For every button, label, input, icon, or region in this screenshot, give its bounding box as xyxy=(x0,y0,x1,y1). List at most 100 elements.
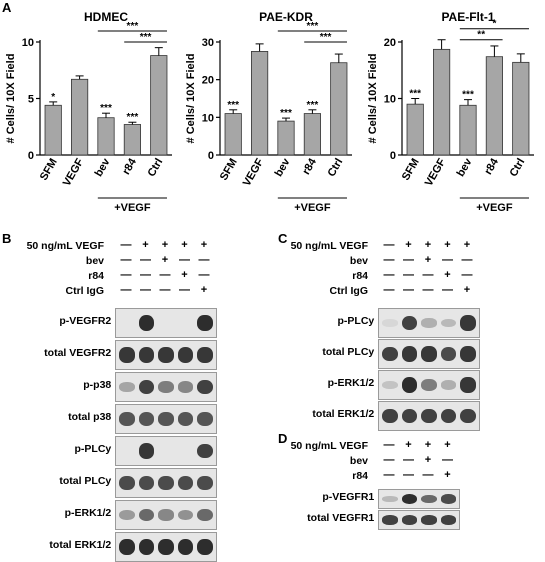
condition-label-r84: r84 xyxy=(352,470,368,482)
condition-symbol: — xyxy=(383,254,395,266)
blot-band xyxy=(421,494,437,504)
blot-band xyxy=(138,475,155,491)
condition-label-bev: bev xyxy=(349,455,368,467)
blot-band xyxy=(421,379,437,391)
western-blot-panel-c: 50 ng/mL VEGF — + + + + bev — — + — — r84 — — — + — Ctrl I… xyxy=(276,239,545,431)
western-blot-panel-d: 50 ng/mL VEGF — + + + bev — — + — r84 — — — + p-VEGFR1 t… xyxy=(276,439,545,540)
blot-band xyxy=(177,509,194,521)
blot-band xyxy=(119,539,135,555)
condition-symbol: + xyxy=(424,254,432,266)
chart-title: PAE-Flt-1 xyxy=(441,10,494,24)
y-tick-label: 0 xyxy=(390,150,396,162)
blot-band xyxy=(158,412,174,426)
bracket-label: *** xyxy=(140,32,152,43)
blot-band xyxy=(421,408,437,424)
blot-band xyxy=(197,443,213,459)
blot-band xyxy=(421,346,437,362)
blot-row-label-p-vegfr1: p-VEGFR1 xyxy=(322,491,375,503)
condition-symbol: — xyxy=(403,284,414,296)
category-label-vegf: VEGF xyxy=(241,156,267,188)
condition-label-r84: r84 xyxy=(352,270,368,282)
condition-symbol: — xyxy=(403,469,414,481)
category-label-sfm: SFM xyxy=(400,157,422,183)
blot-band xyxy=(401,315,418,331)
y-tick-label: 10 xyxy=(22,37,34,49)
condition-symbol: + xyxy=(200,239,208,251)
blot-band xyxy=(197,475,213,491)
condition-symbol: — xyxy=(383,439,395,451)
blot-band xyxy=(460,377,476,393)
blot-row-label-total-erk1-2: total ERK1/2 xyxy=(49,539,112,551)
condition-label-50-ng-ml-vegf: 50 ng/mL VEGF xyxy=(290,440,368,452)
condition-symbol: — xyxy=(422,284,434,296)
condition-symbol: + xyxy=(444,439,451,451)
blot-row-label-total-plcy: total PLCy xyxy=(59,475,112,487)
blot-strip-p-vegfr1 xyxy=(378,489,461,509)
bar-ctrl xyxy=(150,55,168,156)
blot-band xyxy=(401,408,418,424)
bar-r84 xyxy=(123,124,141,156)
condition-symbol: — xyxy=(120,254,132,266)
chart-title: PAE-KDR xyxy=(259,10,313,24)
blot-row-label-p-p38: p-p38 xyxy=(83,379,112,391)
blot-strip-total-p38 xyxy=(115,404,217,434)
group-label: +VEGF xyxy=(476,202,513,214)
blot-band xyxy=(460,315,476,331)
blot-band xyxy=(197,315,213,331)
blot-row-label-p-plcy: p-PLCy xyxy=(74,443,112,455)
bar-ctrl xyxy=(330,62,348,156)
condition-symbol: + xyxy=(463,239,471,251)
blot-strip-total-plcy xyxy=(378,339,480,369)
condition-label-ctrl-igg: Ctrl IgG xyxy=(65,285,105,297)
condition-label-r84: r84 xyxy=(88,270,104,282)
blot-band xyxy=(401,493,418,505)
condition-symbol: + xyxy=(161,254,169,266)
group-label: +VEGF xyxy=(114,202,151,214)
condition-symbol: — xyxy=(140,269,151,281)
condition-symbol: + xyxy=(200,284,208,296)
condition-symbol: + xyxy=(142,239,149,251)
blot-band xyxy=(177,412,194,426)
category-label-sfm: SFM xyxy=(38,157,60,183)
blot-band xyxy=(382,515,398,525)
blot-band xyxy=(177,347,194,363)
condition-symbol: + xyxy=(424,239,432,251)
category-label-r84: r84 xyxy=(120,156,139,177)
category-label-r84: r84 xyxy=(300,156,319,177)
blot-band xyxy=(401,377,418,393)
panel-label-a: A xyxy=(2,0,12,15)
category-label-bev: bev xyxy=(455,156,475,179)
condition-symbol: — xyxy=(140,254,151,266)
blot-row-label-total-vegfr2: total VEGFR2 xyxy=(44,347,112,359)
y-axis-label: # Cells/ 10X Field xyxy=(5,54,17,144)
condition-symbol: — xyxy=(442,454,453,466)
blot-strip-p-erk1-2 xyxy=(115,500,217,530)
category-label-ctrl: Ctrl xyxy=(146,157,166,179)
blot-band xyxy=(197,412,213,426)
bar-chart-pae-kdr: PAE-KDR # Cells/ 10X Field 0 10 20 30 *** SFM VE… xyxy=(185,10,352,214)
condition-symbol: — xyxy=(120,269,132,281)
condition-symbol: — xyxy=(120,239,132,251)
category-label-bev: bev xyxy=(273,156,293,179)
condition-label-bev: bev xyxy=(85,255,104,267)
blot-strip-p-erk1-2 xyxy=(378,370,480,400)
condition-symbol: + xyxy=(424,454,432,466)
significance-star: *** xyxy=(462,90,474,101)
chart-title: HDMEC xyxy=(84,10,128,24)
y-tick-label: 10 xyxy=(384,94,396,106)
blot-row-label-p-vegfr2: p-VEGFR2 xyxy=(59,315,112,327)
blot-row-label-total-p38: total p38 xyxy=(68,411,112,423)
condition-symbol: — xyxy=(179,254,190,266)
bracket-label: *** xyxy=(320,32,332,43)
blot-band xyxy=(138,315,155,331)
blot-strip-total-vegfr1 xyxy=(378,510,461,530)
bar-vegf xyxy=(433,48,451,156)
blot-band xyxy=(401,346,418,362)
blot-band xyxy=(440,318,457,328)
blot-row-label-p-plcy: p-PLCy xyxy=(337,315,375,327)
condition-label-50-ng-ml-vegf: 50 ng/mL VEGF xyxy=(26,240,104,252)
y-tick-label: 30 xyxy=(202,37,214,49)
blot-band xyxy=(440,408,457,424)
blot-band xyxy=(440,380,457,390)
blot-row-label-p-erk1-2: p-ERK1/2 xyxy=(64,507,112,519)
